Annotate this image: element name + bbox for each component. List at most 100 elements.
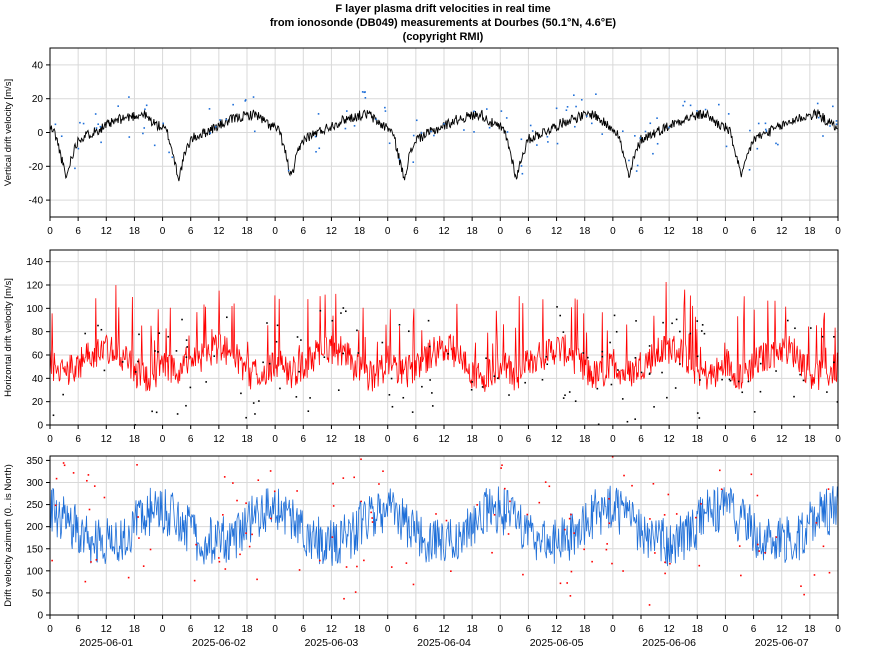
series-point <box>287 169 290 172</box>
series-point <box>596 387 599 390</box>
x-tick-label: 0 <box>47 624 53 635</box>
series-point <box>307 410 310 412</box>
x-tick-label: 0 <box>498 226 504 237</box>
series-point <box>623 474 625 477</box>
y-tick-label: 20 <box>32 94 44 105</box>
series-line <box>49 108 839 182</box>
series-line <box>49 281 839 392</box>
series-point <box>279 387 281 390</box>
series-point <box>244 99 247 101</box>
series-point <box>245 502 247 504</box>
series-point <box>644 130 647 133</box>
series-point <box>545 355 548 358</box>
x-tick-label: 18 <box>241 434 253 445</box>
series-point <box>759 390 762 393</box>
x-tick-label: 18 <box>467 434 479 445</box>
series-point <box>503 487 506 490</box>
series-point <box>331 536 334 538</box>
series-point <box>72 472 75 474</box>
x-tick-label: 12 <box>551 624 563 635</box>
x-tick-label: 12 <box>438 434 450 445</box>
x-tick-label: 12 <box>776 226 788 237</box>
y-tick-label: -20 <box>29 162 44 173</box>
series-point <box>621 130 624 133</box>
series-point <box>244 100 247 102</box>
x-tick-label: 12 <box>101 434 113 445</box>
series-point <box>748 169 751 171</box>
x-tick-label: 6 <box>301 434 307 445</box>
series-point <box>473 131 475 133</box>
series-point <box>360 458 362 461</box>
x-tick-label: 0 <box>47 226 53 237</box>
series-point <box>471 381 474 383</box>
series-point <box>666 396 668 399</box>
series-point <box>541 378 544 381</box>
series-point <box>793 395 795 398</box>
series-point <box>682 104 684 107</box>
series-point <box>562 397 565 399</box>
series-point <box>433 134 435 137</box>
x-tick-label: 18 <box>354 226 366 237</box>
series-point <box>296 490 298 492</box>
series-point <box>700 503 702 505</box>
series-point <box>496 377 499 380</box>
series-point <box>193 579 196 582</box>
series-point <box>205 381 207 383</box>
x-tick-label: 6 <box>75 226 81 237</box>
series-point <box>435 513 437 515</box>
series-point <box>574 125 576 128</box>
series-point <box>835 123 838 126</box>
series-point <box>649 122 652 125</box>
series-point <box>635 320 637 322</box>
series-point <box>605 548 608 551</box>
x-tick-label: 12 <box>326 624 338 635</box>
series-point <box>640 371 643 374</box>
series-point <box>135 371 137 373</box>
series-point <box>103 496 106 499</box>
series-point <box>648 604 651 606</box>
series-point <box>501 464 503 467</box>
series-point <box>500 467 502 469</box>
x-tick-label: 18 <box>804 226 816 237</box>
chart-panel-1: -40 -20 0 20 40 0 6 12 18 0 6 12 18 0 6 12 18 0 6 12 18 0 6 12 1… <box>3 47 841 237</box>
series-point <box>559 582 562 585</box>
series-point <box>275 340 278 343</box>
series-point <box>390 377 393 380</box>
series-point <box>741 391 744 394</box>
y-tick-label: 50 <box>32 588 44 599</box>
y-tick-label: 250 <box>26 500 43 511</box>
series-point <box>51 559 53 562</box>
series-point <box>382 470 384 473</box>
x-tick-label: 18 <box>241 226 253 237</box>
series-point <box>803 593 805 596</box>
series-point <box>832 105 834 108</box>
series-line <box>49 485 839 567</box>
y-tick-label: 0 <box>37 611 43 622</box>
series-point <box>74 167 76 170</box>
y-tick-label: -40 <box>29 196 44 207</box>
series-point <box>175 350 178 352</box>
series-point <box>756 147 759 150</box>
series-point <box>181 318 183 321</box>
y-tick-label: 200 <box>26 522 43 533</box>
series-point <box>758 550 760 552</box>
x-tick-label: 12 <box>551 434 563 445</box>
x-tick-label: 18 <box>692 226 704 237</box>
series-point <box>544 481 547 483</box>
x-tick-label: 0 <box>723 624 729 635</box>
series-point <box>582 352 585 354</box>
series-point <box>555 107 558 110</box>
series-point <box>412 134 415 137</box>
series-point <box>669 562 671 565</box>
x-tick-label: 12 <box>101 226 113 237</box>
series-point <box>520 165 523 167</box>
series-point <box>450 570 452 572</box>
series-point <box>585 115 588 117</box>
series-point <box>295 396 298 398</box>
series-point <box>95 559 98 561</box>
series-point <box>94 113 97 115</box>
x-tick-label: 12 <box>664 624 676 635</box>
series-point <box>648 345 651 347</box>
series-point <box>342 307 345 309</box>
series-point <box>509 500 511 503</box>
